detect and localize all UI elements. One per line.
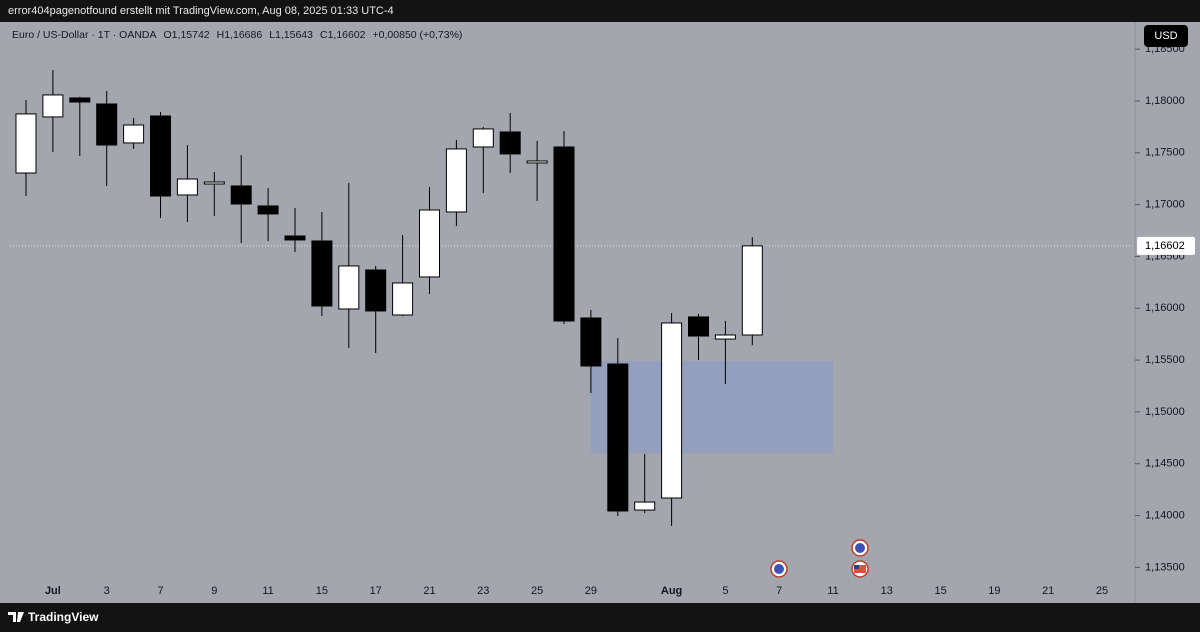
candle-body [69, 97, 91, 103]
candle-body [338, 265, 360, 310]
legend-item: +0,00850 (+0,73%) [373, 29, 463, 41]
x-tick-label: 19 [988, 585, 1000, 597]
x-tick-label: 25 [531, 585, 543, 597]
candle-body [741, 245, 763, 336]
y-tick-label: 1,18000 [1145, 95, 1185, 107]
legend-item: L1,15643 [269, 29, 313, 41]
candle-body [499, 131, 521, 155]
last-price-label: 1,16602 [1145, 240, 1185, 252]
legend-item: Euro / US-Dollar · 1T · OANDA [12, 29, 157, 41]
candle-body [150, 115, 171, 197]
last-price-box [1137, 236, 1195, 255]
candle-body [553, 146, 575, 322]
y-tick-label: 1,17000 [1145, 199, 1185, 211]
x-tick-label: 11 [827, 585, 838, 597]
candle-body [42, 94, 64, 118]
candle-body [526, 160, 548, 164]
top-bar [0, 0, 1200, 22]
y-tick-label: 1,16000 [1145, 302, 1185, 314]
x-tick-label: 7 [157, 585, 163, 597]
candle-body [661, 322, 683, 499]
candle-body [203, 181, 225, 185]
candle-body [472, 128, 494, 148]
candle-body [445, 148, 467, 213]
x-tick-label: 9 [211, 585, 217, 597]
x-tick-label: 25 [1096, 585, 1108, 597]
y-tick-label: 1,15500 [1145, 354, 1185, 366]
legend-item: C1,16602 [320, 29, 366, 41]
candle-body [311, 240, 333, 307]
candle-body [96, 103, 118, 146]
x-tick-label: 29 [585, 585, 597, 597]
x-tick-label: 17 [370, 585, 382, 597]
x-tick-label: 15 [934, 585, 946, 597]
attribution: error404pagenotfound erstellt mit Tradin… [8, 5, 394, 17]
y-tick-label: 1,15000 [1145, 406, 1185, 418]
candle-body [230, 185, 252, 205]
x-tick-label: 3 [104, 585, 110, 597]
x-tick-label: 21 [423, 585, 435, 597]
candle-body [392, 282, 414, 316]
candle-body [580, 317, 602, 367]
candle-body [607, 363, 629, 512]
plot: 1,13500 1,14000 1,14500 1,15000 1,15500 1,160… [10, 43, 1195, 597]
x-tick-label: 15 [316, 585, 328, 597]
brand: TradingView [28, 610, 99, 624]
candle-body [176, 178, 198, 196]
logo [8, 612, 24, 622]
x-tick-label: Jul [45, 585, 61, 597]
y-tick-label: 1,14500 [1145, 458, 1185, 470]
legend-item: O1,15742 [164, 29, 210, 41]
candle-body [123, 124, 145, 144]
x-tick-label: 23 [477, 585, 489, 597]
currency-button[interactable] [1144, 25, 1188, 47]
y-tick-label: 1,17500 [1145, 147, 1185, 159]
candle-body [688, 316, 709, 337]
zone [591, 361, 833, 454]
x-tick-label: 5 [722, 585, 728, 597]
candle-body [714, 334, 736, 340]
x-tick-label: 21 [1042, 585, 1054, 597]
chart-background [0, 22, 1200, 603]
candle-body [419, 209, 440, 278]
candle-body [634, 501, 656, 511]
x-tick-label: 11 [262, 585, 273, 597]
x-tick-label: 7 [776, 585, 782, 597]
legend: Euro / US-Dollar · 1T · OANDA O1,15742 H1,… [12, 29, 462, 41]
y-tick-label: 1,13500 [1145, 561, 1185, 573]
event-icon [851, 539, 869, 557]
event-icon [770, 560, 788, 578]
candle-body [365, 269, 387, 312]
currency-label[interactable]: USD [1154, 30, 1177, 42]
bottom-bar [0, 603, 1200, 632]
candle-body [284, 235, 306, 241]
event-icon [851, 560, 869, 578]
candle-body [15, 113, 37, 174]
legend-item: H1,16686 [217, 29, 263, 41]
x-tick-label: 13 [881, 585, 893, 597]
x-tick-label: Aug [661, 585, 682, 597]
candle-body [257, 205, 279, 215]
y-tick-label: 1,14000 [1145, 509, 1185, 521]
